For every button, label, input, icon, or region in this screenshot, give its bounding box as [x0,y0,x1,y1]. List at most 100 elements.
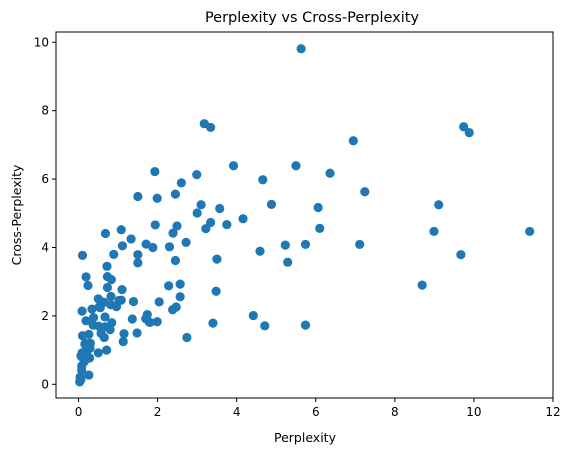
data-point-40 [280,240,290,250]
data-point-87 [105,324,115,335]
y-tick-label-1: 2 [41,309,49,323]
data-point-44 [525,226,535,237]
data-point-2 [206,122,216,133]
data-point-125 [84,370,94,380]
chart-title: Perplexity vs Cross-Perplexity [205,10,420,26]
data-point-103 [248,310,258,321]
data-point-53 [102,261,112,271]
data-point-104 [260,321,270,331]
data-point-13 [133,191,143,202]
x-tick-label-4: 8 [391,405,399,419]
data-point-61 [175,279,185,289]
data-point-32 [100,228,111,239]
data-point-113 [93,348,103,358]
data-point-75 [87,304,97,314]
data-point-74 [77,306,87,316]
data-point-39 [255,246,265,256]
data-point-54 [81,272,91,282]
x-tick-label-0: 0 [75,405,83,419]
data-point-12 [258,175,268,185]
data-point-56 [106,275,116,285]
data-point-48 [133,258,143,268]
data-point-70 [154,297,164,307]
data-point-66 [106,291,116,302]
y-tick-label-0: 0 [41,377,49,391]
y-axis-ticks: 0 2 4 6 8 10 [34,35,56,391]
plot-frame [55,31,554,399]
data-point-11 [176,178,186,188]
data-point-99 [99,332,109,343]
data-point-58 [102,282,112,293]
data-point-35 [181,237,191,247]
data-point-80 [88,313,99,323]
data-point-36 [117,241,128,251]
points-layer [75,44,535,387]
data-point-19 [192,208,202,218]
data-point-41 [300,239,311,250]
y-tick-label-3: 6 [41,172,49,186]
y-tick-label-5: 10 [34,35,49,49]
data-point-26 [172,221,182,231]
x-tick-label-1: 2 [154,405,162,419]
x-axis-label: Perplexity [274,430,337,445]
data-point-17 [196,200,206,210]
data-point-30 [222,219,232,230]
data-point-88 [127,314,137,324]
x-tick-label-3: 6 [312,405,320,419]
data-point-73 [417,280,427,290]
data-point-15 [170,189,181,199]
data-point-92 [152,317,162,327]
data-point-31 [315,223,325,233]
data-point-52 [456,250,466,260]
x-tick-label-5: 10 [466,405,481,419]
data-point-42 [355,239,365,250]
data-point-105 [300,320,311,330]
data-point-47 [133,250,143,260]
data-point-100 [118,336,128,347]
data-point-102 [208,318,218,328]
data-point-18 [215,203,225,214]
data-point-76 [95,303,105,313]
data-point-112 [102,345,112,355]
x-tick-label-2: 4 [233,405,241,419]
data-point-33 [126,234,136,244]
data-point-0 [296,44,306,54]
data-point-51 [283,257,293,267]
data-point-7 [228,161,239,171]
data-point-79 [171,302,181,312]
data-point-101 [182,332,192,343]
data-point-57 [83,280,93,291]
x-axis-ticks: 0 2 4 6 8 10 12 [75,398,561,419]
data-point-21 [434,200,444,210]
data-point-20 [266,199,277,209]
data-point-50 [212,254,222,264]
data-point-71 [175,292,185,302]
data-point-72 [211,286,221,296]
data-point-98 [77,331,88,341]
y-tick-label-2: 4 [41,240,49,254]
y-axis-label: Cross-Perplexity [9,164,24,265]
data-point-14 [152,193,162,203]
data-point-96 [119,329,129,339]
data-point-9 [192,170,202,180]
data-point-8 [291,161,301,171]
data-point-4 [464,127,474,138]
data-point-34 [164,242,175,252]
data-point-3 [459,122,469,132]
data-point-45 [77,250,88,260]
data-point-28 [201,224,211,234]
data-point-82 [81,316,91,326]
data-point-5 [348,136,358,146]
data-point-93 [145,317,155,328]
y-tick-label-4: 8 [41,104,49,118]
data-point-43 [429,226,439,237]
data-point-29 [238,214,248,224]
data-point-81 [100,312,110,322]
data-point-119 [76,351,86,361]
data-point-69 [128,296,139,307]
data-point-60 [164,281,174,291]
data-point-10 [325,168,335,178]
data-point-46 [109,249,119,259]
data-point-38 [148,242,158,253]
